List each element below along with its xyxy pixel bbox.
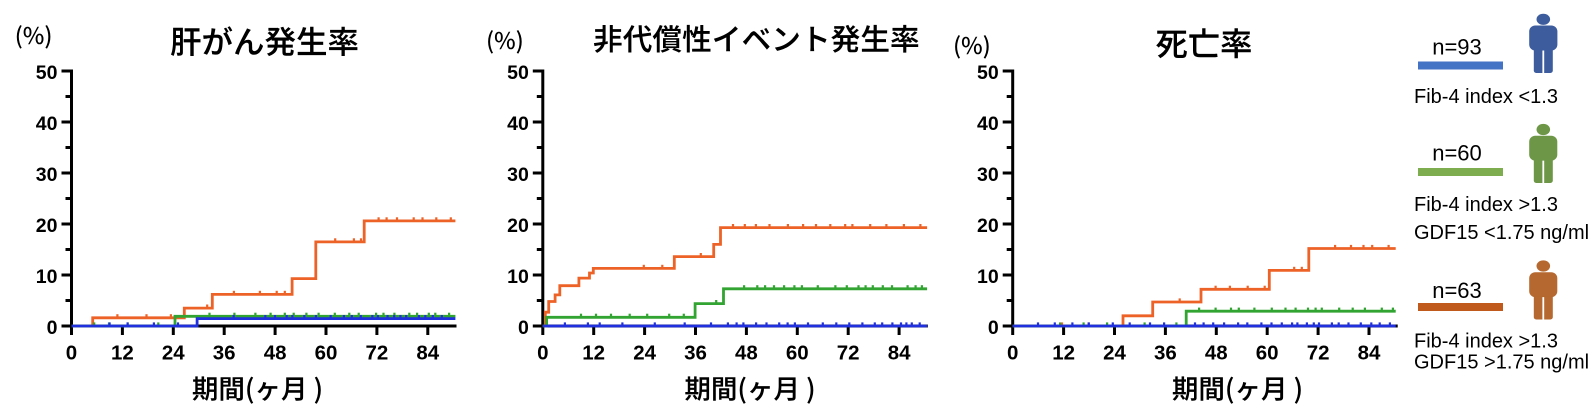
- svg-text:Fib-4 index >1.3: Fib-4 index >1.3: [1414, 194, 1558, 216]
- svg-text:50: 50: [36, 62, 58, 84]
- svg-text:72: 72: [365, 342, 388, 365]
- svg-text:20: 20: [977, 215, 999, 237]
- svg-text:84: 84: [888, 342, 911, 365]
- svg-text:30: 30: [977, 164, 999, 186]
- svg-text:12: 12: [1052, 342, 1075, 365]
- svg-text:24: 24: [633, 342, 656, 365]
- svg-text:12: 12: [582, 342, 605, 365]
- svg-text:GDF15 <1.75 ng/ml: GDF15 <1.75 ng/ml: [1414, 222, 1589, 244]
- svg-text:30: 30: [36, 164, 58, 186]
- svg-text:20: 20: [36, 215, 58, 237]
- svg-text:36: 36: [684, 342, 707, 365]
- svg-text:10: 10: [977, 266, 999, 288]
- svg-text:72: 72: [837, 342, 860, 365]
- svg-text:0: 0: [47, 317, 58, 339]
- svg-text:GDF15 >1.75 ng/ml: GDF15 >1.75 ng/ml: [1414, 352, 1589, 374]
- svg-text:48: 48: [735, 342, 758, 365]
- svg-text:36: 36: [1154, 342, 1177, 365]
- svg-text:0: 0: [1007, 342, 1018, 365]
- svg-text:n=93: n=93: [1432, 35, 1482, 60]
- svg-text:84: 84: [416, 342, 439, 365]
- svg-text:10: 10: [36, 266, 58, 288]
- svg-text:36: 36: [213, 342, 236, 365]
- svg-text:40: 40: [507, 113, 529, 135]
- svg-text:0: 0: [537, 342, 548, 365]
- svg-text:0: 0: [66, 342, 77, 365]
- svg-text:72: 72: [1307, 342, 1330, 365]
- svg-text:24: 24: [1103, 342, 1126, 365]
- svg-text:n=63: n=63: [1432, 278, 1482, 303]
- svg-text:60: 60: [1256, 342, 1279, 365]
- svg-text:60: 60: [315, 342, 338, 365]
- svg-text:48: 48: [264, 342, 287, 365]
- svg-text:0: 0: [518, 317, 529, 339]
- svg-text:n=60: n=60: [1432, 141, 1482, 166]
- svg-text:30: 30: [507, 164, 529, 186]
- svg-text:12: 12: [111, 342, 134, 365]
- svg-text:0: 0: [988, 317, 999, 339]
- svg-text:10: 10: [507, 266, 529, 288]
- svg-text:48: 48: [1205, 342, 1228, 365]
- svg-text:40: 40: [977, 113, 999, 135]
- svg-text:40: 40: [36, 113, 58, 135]
- svg-text:50: 50: [977, 62, 999, 84]
- svg-text:50: 50: [507, 62, 529, 84]
- svg-text:Fib-4 index >1.3: Fib-4 index >1.3: [1414, 331, 1558, 353]
- svg-text:24: 24: [162, 342, 185, 365]
- svg-text:Fib-4 index <1.3: Fib-4 index <1.3: [1414, 86, 1558, 108]
- svg-text:84: 84: [1358, 342, 1381, 365]
- svg-text:20: 20: [507, 215, 529, 237]
- svg-text:60: 60: [786, 342, 809, 365]
